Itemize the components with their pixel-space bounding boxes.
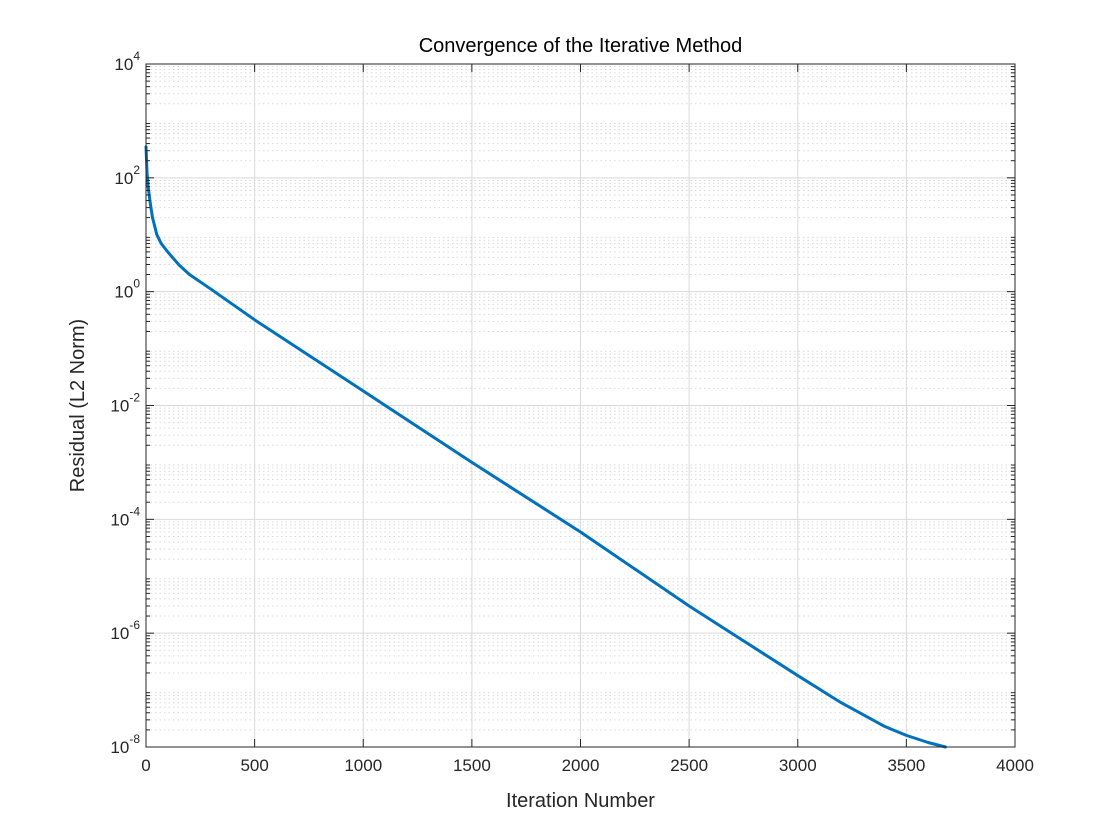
y-tick-labels: 10-8 10-6 10-4 10-2 100 102 104: [110, 49, 140, 757]
x-tick-labels: 0 500 1000 1500 2000 2500 3000 3500 4000: [141, 756, 1034, 775]
x-tick-label: 2000: [562, 756, 600, 775]
y-axis-label: Residual (L2 Norm): [67, 319, 89, 492]
chart-title: Convergence of the Iterative Method: [419, 35, 743, 57]
y-tick-label: 10-8: [110, 732, 140, 757]
x-axis-label: Iteration Number: [506, 790, 655, 812]
ticks: [145, 63, 1016, 748]
y-tick-label: 10-4: [110, 504, 140, 529]
x-tick-label: 3500: [887, 756, 925, 775]
y-tick-label: 104: [114, 49, 140, 74]
series-layer: [144, 145, 947, 749]
x-tick-label: 1000: [344, 756, 382, 775]
y-tick-label: 10-2: [110, 391, 140, 416]
x-tick-label: 1500: [453, 756, 491, 775]
x-tick-label: 2500: [670, 756, 708, 775]
y-tick-label: 102: [114, 163, 140, 188]
x-tick-label: 3000: [779, 756, 817, 775]
x-tick-label: 4000: [996, 756, 1034, 775]
minor-grid: [146, 66, 1015, 731]
series-line: [144, 145, 947, 749]
y-tick-label: 10-6: [110, 618, 140, 643]
y-tick-label: 100: [114, 277, 140, 302]
x-tick-label: 500: [240, 756, 268, 775]
x-tick-label: 0: [141, 756, 150, 775]
